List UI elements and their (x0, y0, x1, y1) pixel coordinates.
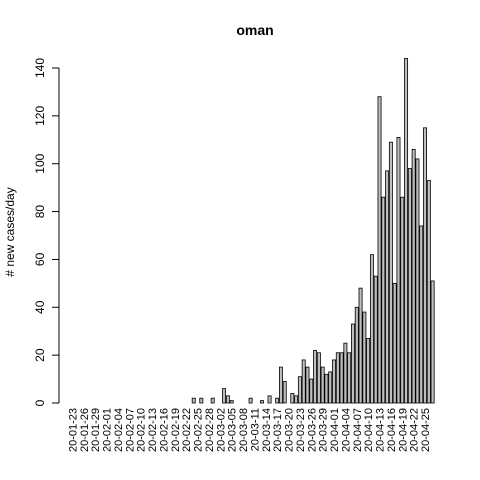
chart-title: oman (236, 22, 273, 38)
x-tick-label: 20-01-26 (79, 408, 91, 452)
x-tick-label: 20-04-10 (363, 408, 375, 452)
x-tick-label: 20-01-29 (90, 408, 102, 452)
x-tick-label: 20-04-01 (329, 408, 341, 452)
bar (377, 96, 382, 404)
y-axis-ticks: 0 20 40 60 80 100 120 140 (33, 58, 59, 406)
bar (347, 352, 352, 404)
bar (426, 180, 431, 404)
x-tick-label: 20-02-13 (147, 408, 159, 452)
bar (260, 400, 264, 404)
bar (430, 280, 435, 404)
x-tick-label: 20-03-17 (272, 408, 284, 452)
x-tick-label: 20-04-25 (420, 408, 432, 452)
bar (225, 395, 230, 404)
x-tick-label: 20-02-16 (158, 408, 170, 452)
bar (191, 397, 196, 404)
x-tick-label: 20-03-02 (215, 408, 227, 452)
bar (339, 352, 344, 404)
bar (343, 342, 348, 404)
bar (366, 337, 371, 404)
bar (267, 395, 272, 404)
bar (362, 311, 367, 404)
bar (354, 306, 359, 404)
x-tick-label: 20-04-13 (375, 408, 387, 452)
x-tick-label: 20-04-16 (386, 408, 398, 452)
x-tick-label: 20-04-22 (409, 408, 421, 452)
bar (400, 196, 405, 404)
bar (419, 225, 424, 404)
y-tick-label: 60 (33, 252, 47, 266)
bar (324, 373, 329, 404)
bar (385, 170, 390, 404)
x-tick-label: 20-03-23 (295, 408, 307, 452)
bar (332, 359, 336, 404)
bar (210, 397, 215, 404)
x-axis-labels: 20-01-23 20-01-26 20-01-29 20-02-01 20-02-04… (67, 408, 432, 452)
x-tick-label: 20-03-05 (227, 408, 239, 452)
x-tick-label: 20-02-25 (193, 408, 205, 452)
bar (358, 287, 363, 404)
y-axis-label: # new cases/day (3, 187, 17, 276)
x-tick-label: 20-03-26 (306, 408, 318, 452)
bar (309, 378, 314, 404)
x-tick-label: 20-03-20 (284, 408, 296, 452)
x-tick-label: 20-04-19 (397, 408, 409, 452)
bar (290, 393, 295, 404)
y-tick-label: 100 (33, 153, 47, 173)
x-tick-label: 20-02-01 (102, 408, 114, 452)
bar (282, 381, 287, 404)
bar (199, 397, 204, 404)
bar (275, 397, 280, 404)
y-tick-label: 0 (33, 399, 47, 406)
bar (278, 366, 283, 404)
bar (373, 275, 378, 404)
bar (294, 395, 299, 404)
bar (388, 141, 393, 404)
y-tick-label: 120 (33, 106, 47, 126)
bar (335, 352, 340, 404)
x-tick-label: 20-03-29 (318, 408, 330, 452)
x-tick-label: 20-02-04 (113, 408, 125, 452)
y-tick-label: 40 (33, 300, 47, 314)
x-tick-label: 20-04-04 (340, 408, 352, 452)
x-tick-label: 20-02-07 (124, 408, 136, 452)
x-tick-label: 20-03-08 (238, 408, 250, 452)
bar (313, 349, 318, 404)
bar (297, 376, 302, 404)
x-tick-label: 20-02-28 (204, 408, 216, 452)
x-tick-label: 20-03-14 (261, 408, 273, 452)
bar (305, 366, 310, 404)
y-tick-label: 80 (33, 205, 47, 219)
bar (222, 388, 227, 404)
bar (423, 127, 427, 404)
bar (369, 254, 374, 404)
bar (301, 359, 306, 404)
bar (229, 400, 234, 404)
bar (392, 282, 397, 404)
y-tick-label: 20 (33, 348, 47, 362)
bar (396, 136, 401, 404)
x-tick-label: 20-04-07 (352, 408, 364, 452)
bar (320, 366, 325, 404)
x-tick-label: 20-02-19 (170, 408, 182, 452)
x-tick-label: 20-02-10 (136, 408, 148, 452)
x-tick-label: 20-01-23 (67, 408, 79, 452)
x-tick-label: 20-03-11 (249, 408, 261, 451)
y-tick-label: 140 (33, 58, 47, 78)
bars-group (191, 58, 435, 404)
bar (415, 158, 420, 404)
bar (404, 58, 409, 404)
bar (407, 168, 412, 404)
bar (316, 352, 321, 404)
bar (328, 371, 333, 404)
bar (248, 397, 253, 404)
bar (381, 196, 386, 404)
bar (411, 148, 416, 404)
bar (351, 323, 355, 404)
x-tick-label: 20-02-22 (181, 408, 193, 452)
